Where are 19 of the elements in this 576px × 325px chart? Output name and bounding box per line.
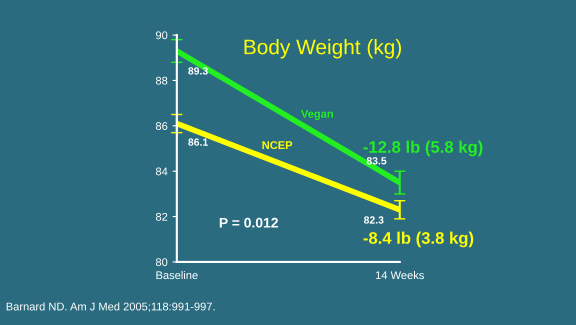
data-label: 82.3: [364, 216, 384, 224]
series-label: Vegan: [300, 110, 333, 120]
data-label: 83.5: [366, 157, 386, 165]
y-tick-label: 82: [156, 212, 168, 221]
data-label: 86.1: [188, 138, 208, 146]
chart-title: Body Weight (kg): [244, 39, 401, 58]
annotation: P = 0.012: [220, 218, 278, 228]
y-tick-label: 84: [156, 167, 168, 176]
x-tick-label: 14 Weeks: [376, 270, 424, 280]
y-tick-label: 90: [156, 31, 168, 40]
series-label: NCEP: [262, 141, 292, 150]
y-tick-label: 86: [156, 122, 168, 130]
x-tick-label: Baseline: [156, 270, 198, 280]
annotation: -8.4 lb (3.8 kg): [364, 232, 474, 248]
text: Barnard ND. Am J Med 2005;118:991-997.: [6, 302, 215, 312]
data-label: 89.3: [188, 67, 208, 75]
annotation: -12.8 lb (5.8 kg): [364, 140, 482, 156]
y-tick-label: 80: [156, 258, 168, 266]
y-tick-label: 88: [156, 76, 168, 85]
